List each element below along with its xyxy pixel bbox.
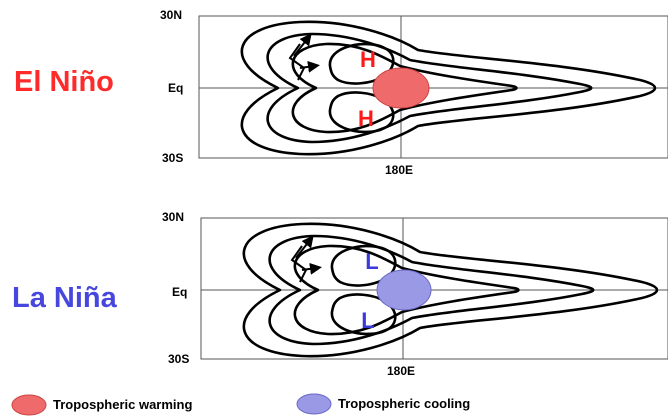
la-nina-lat-30s: 30S [168, 352, 190, 366]
la-nina-lat-30n: 30N [162, 210, 185, 224]
la-nina-cooling-blob [376, 269, 432, 311]
el-nino-label: El Niño [14, 66, 114, 98]
la-nina-contours [242, 222, 659, 358]
la-nina-anomaly-upper: L [365, 249, 378, 274]
el-nino-anomaly-lower: H [358, 106, 374, 131]
la-nina-arrow-upper-icon [295, 235, 314, 259]
la-nina-label: La Niña [12, 282, 117, 314]
el-nino-lat-30s: 30S [162, 151, 184, 165]
la-nina-arrow-lower-icon [301, 262, 322, 275]
la-nina-lon-180e: 180E [387, 364, 416, 378]
legend-cooling-swatch [296, 393, 332, 415]
la-nina-lat-eq: Eq [172, 285, 188, 299]
el-nino-anomaly-upper: H [360, 47, 376, 72]
el-nino-contours [240, 20, 657, 156]
legend-warming-swatch [11, 394, 47, 416]
legend-warming-label: Tropospheric warming [53, 397, 193, 412]
legend-cooling-label: Tropospheric cooling [338, 396, 471, 411]
el-nino-lat-30n: 30N [160, 8, 183, 22]
el-nino-arrow-upper-icon [293, 33, 312, 57]
el-nino-lat-eq: Eq [168, 81, 184, 95]
el-nino-warming-blob [372, 67, 430, 109]
el-nino-circulation-arrows [288, 33, 320, 81]
la-nina-circulation-arrows [290, 235, 322, 283]
la-nina-anomaly-lower: L [361, 308, 374, 333]
el-nino-lon-180e: 180E [385, 163, 414, 177]
el-nino-arrow-lower-icon [299, 60, 320, 73]
